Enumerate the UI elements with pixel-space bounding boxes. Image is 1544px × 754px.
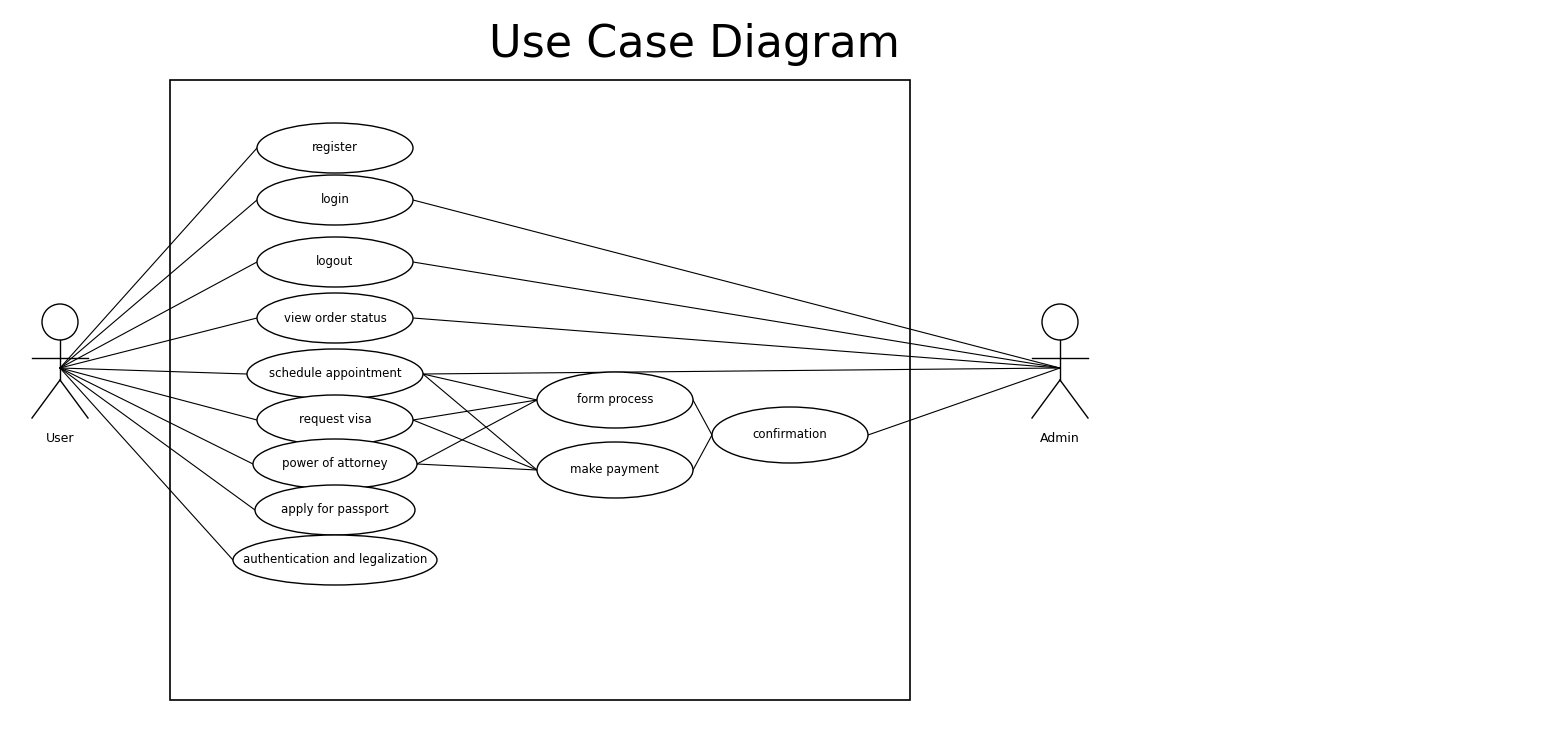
Text: User: User	[46, 432, 74, 445]
Text: apply for passport: apply for passport	[281, 504, 389, 516]
Ellipse shape	[537, 442, 693, 498]
Ellipse shape	[233, 535, 437, 585]
Ellipse shape	[256, 123, 412, 173]
Ellipse shape	[247, 349, 423, 399]
Text: form process: form process	[577, 394, 653, 406]
Text: schedule appointment: schedule appointment	[269, 367, 401, 381]
Ellipse shape	[255, 485, 415, 535]
Text: confirmation: confirmation	[752, 428, 828, 442]
Bar	[170, 80, 909, 700]
Text: make payment: make payment	[570, 464, 659, 477]
Text: Use Case Diagram: Use Case Diagram	[489, 23, 900, 66]
Text: register: register	[312, 142, 358, 155]
Ellipse shape	[42, 304, 79, 340]
Text: view order status: view order status	[284, 311, 386, 324]
Ellipse shape	[256, 237, 412, 287]
Ellipse shape	[256, 395, 412, 445]
Ellipse shape	[712, 407, 868, 463]
Text: request visa: request visa	[298, 413, 371, 427]
Text: Admin: Admin	[1041, 432, 1079, 445]
Text: power of attorney: power of attorney	[283, 458, 388, 470]
Ellipse shape	[256, 175, 412, 225]
Ellipse shape	[1042, 304, 1078, 340]
Ellipse shape	[537, 372, 693, 428]
Ellipse shape	[253, 439, 417, 489]
Text: logout: logout	[317, 256, 354, 268]
Text: authentication and legalization: authentication and legalization	[242, 553, 428, 566]
Ellipse shape	[256, 293, 412, 343]
Text: login: login	[321, 194, 349, 207]
